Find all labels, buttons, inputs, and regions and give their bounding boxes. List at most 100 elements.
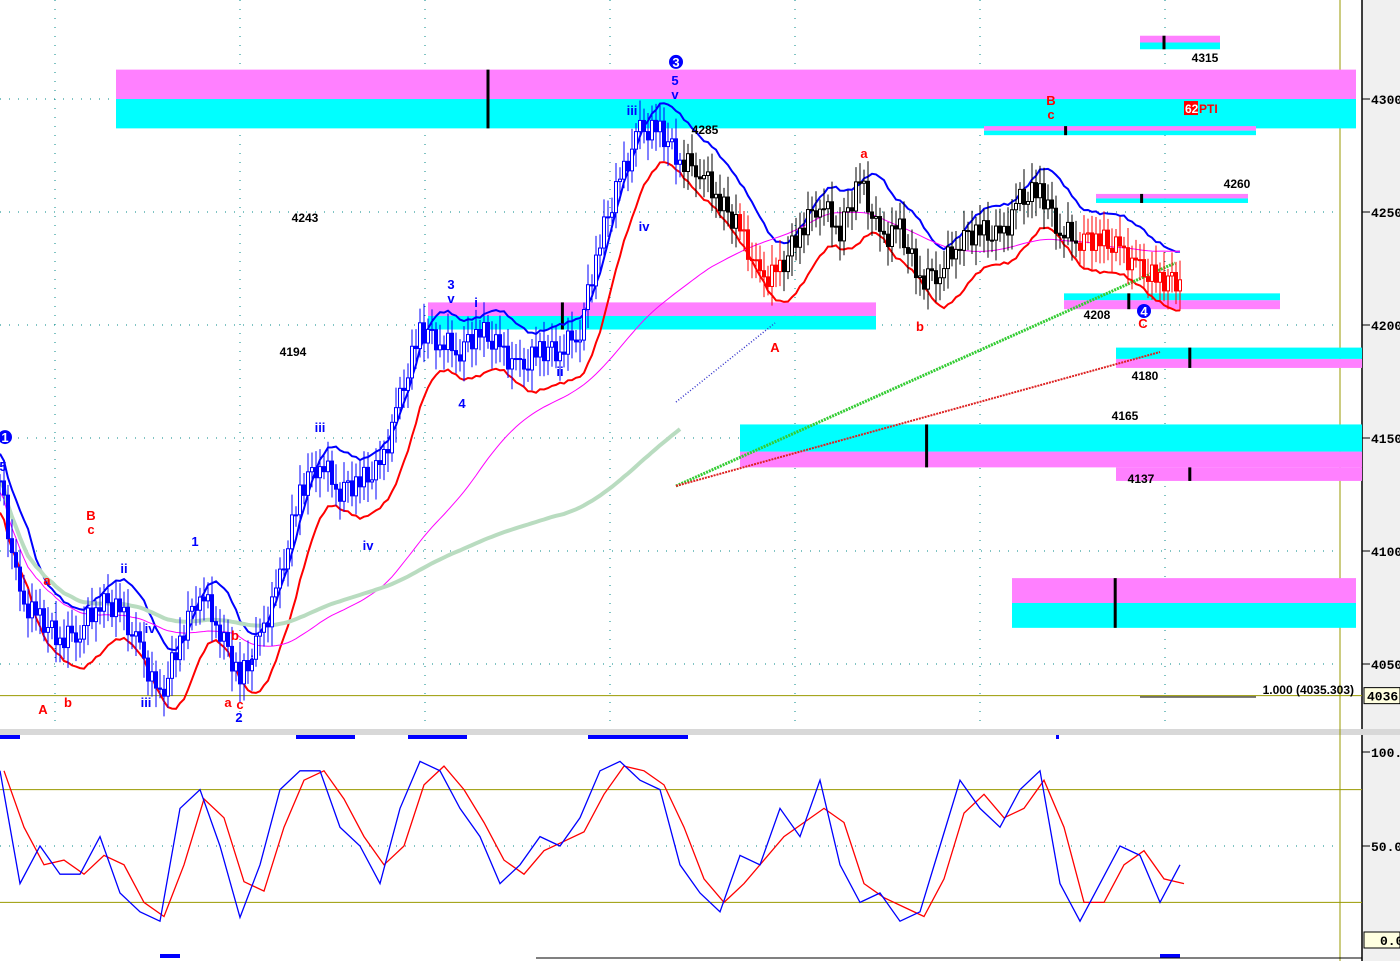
candles — [0, 100, 1182, 717]
wave-label: B — [1046, 93, 1055, 108]
candle-body — [194, 605, 198, 611]
candle-body — [98, 607, 102, 612]
candle-body — [746, 229, 750, 260]
wave-label: 4 — [1140, 304, 1148, 319]
candle-body — [866, 180, 870, 213]
candle-body — [394, 407, 398, 423]
wave-label: c — [236, 697, 243, 712]
candle-body — [894, 225, 898, 230]
zone-cyan — [984, 130, 1256, 136]
candle-body — [170, 652, 174, 679]
candle-body — [46, 626, 50, 633]
candle-body — [994, 225, 998, 241]
stoch-axis-label: 50.00 — [1371, 840, 1400, 855]
candle-body — [498, 334, 502, 348]
candle-body — [130, 634, 134, 637]
candle-body — [666, 141, 670, 148]
candle-body — [1010, 209, 1014, 236]
time-segment-marker — [160, 954, 180, 958]
candle-body — [206, 594, 210, 602]
candle-body — [430, 328, 434, 331]
candle-body — [438, 344, 442, 351]
candle-body — [1174, 272, 1178, 292]
wave-label: iii — [627, 103, 638, 118]
price-level-label: 4194 — [280, 345, 307, 359]
candle-body — [318, 466, 322, 479]
wave-label: 5 — [671, 73, 678, 88]
candle-body — [106, 593, 110, 604]
candle-body — [1166, 275, 1170, 292]
candle-body — [938, 277, 942, 285]
candle-body — [934, 270, 938, 285]
candle-body — [766, 276, 770, 287]
candle-body — [950, 246, 954, 260]
candle-body — [526, 368, 530, 371]
candle-body — [722, 196, 726, 212]
candle-body — [442, 344, 446, 351]
candle-body — [1078, 242, 1082, 251]
last-price-label: 4036. — [1367, 690, 1400, 705]
candle-body — [26, 603, 30, 619]
candle-body — [346, 480, 350, 483]
candle-body — [42, 608, 46, 633]
candle-body — [446, 332, 450, 351]
candle-body — [54, 620, 58, 646]
candle-body — [1026, 201, 1030, 205]
candle-body — [902, 218, 906, 249]
candle-body — [410, 345, 414, 379]
price-level-label: 4315 — [1192, 51, 1219, 65]
candle-body — [1114, 236, 1118, 253]
candle-body — [1022, 188, 1026, 205]
candle-body — [730, 211, 734, 229]
candle-body — [174, 652, 178, 661]
candle-body — [874, 216, 878, 219]
candle-body — [406, 377, 410, 391]
candle-body — [790, 235, 794, 257]
candle-body — [926, 268, 930, 290]
candle-body — [114, 598, 118, 618]
price-axis-background — [1362, 0, 1400, 961]
candle-body — [250, 658, 254, 672]
wave-label: iv — [639, 219, 651, 234]
candle-body — [178, 635, 182, 661]
candle-body — [266, 622, 270, 628]
price-level-label: 4208 — [1084, 308, 1111, 322]
wave-label: B — [86, 508, 95, 523]
candle-body — [254, 635, 258, 660]
candle-body — [1090, 232, 1094, 251]
candle-body — [798, 227, 802, 248]
candle-body — [502, 345, 506, 348]
wave-label: c — [1047, 107, 1054, 122]
candle-body — [982, 220, 986, 236]
candle-body — [1142, 259, 1146, 278]
time-segment-marker — [0, 735, 20, 739]
indicator-lines — [0, 102, 1181, 710]
candle-body — [954, 248, 958, 260]
candle-body — [1162, 271, 1166, 292]
stoch-axis-label: 100.0 — [1371, 746, 1400, 761]
candle-body — [470, 334, 474, 350]
price-level-label: 4243 — [292, 211, 319, 225]
candle-body — [806, 209, 810, 236]
panel-divider[interactable] — [0, 729, 1400, 735]
candle-body — [1042, 183, 1046, 210]
candle-body — [1094, 233, 1098, 251]
last-price-box — [1363, 687, 1400, 705]
candle-body — [1154, 264, 1158, 283]
candle-body — [126, 606, 130, 636]
projection-down-line — [675, 351, 1161, 487]
candle-body — [910, 248, 914, 254]
candle-body — [1066, 221, 1070, 239]
candle-body — [810, 209, 814, 212]
candle-body — [234, 661, 238, 672]
candle-body — [122, 606, 126, 613]
candle-body — [6, 494, 10, 540]
wave-label: i — [250, 653, 254, 668]
candle-body — [858, 181, 862, 184]
zone-cyan — [1116, 347, 1362, 359]
candle-body — [270, 596, 274, 628]
candle-body — [246, 660, 250, 672]
candle-body — [870, 211, 874, 219]
